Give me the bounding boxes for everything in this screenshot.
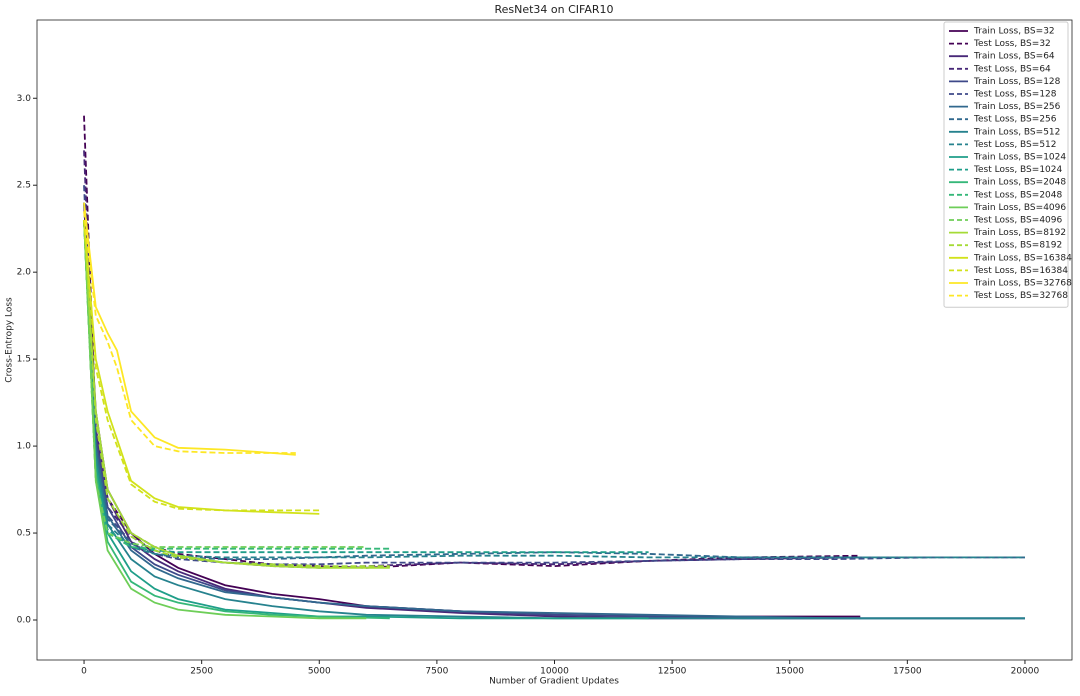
series-line (83, 115, 861, 569)
y-tick-label: 3.0 (17, 94, 32, 104)
x-tick-label: 12500 (658, 667, 687, 677)
series-line (83, 150, 861, 569)
legend-label: Test Loss, BS=32 (973, 39, 1051, 49)
series-line (83, 219, 320, 515)
series-line (83, 219, 1025, 620)
series-line (83, 219, 367, 548)
series-line (83, 219, 320, 512)
legend-label: Train Loss, BS=32768 (973, 279, 1072, 289)
x-tick-label: 5000 (308, 667, 331, 677)
x-tick-label: 7500 (425, 667, 448, 677)
legend-label: Test Loss, BS=8192 (973, 241, 1062, 251)
series-line (83, 219, 649, 620)
y-tick-label: 2.0 (17, 268, 32, 278)
legend-label: Test Loss, BS=32768 (973, 291, 1068, 301)
series-line (83, 211, 296, 454)
legend-label: Train Loss, BS=2048 (973, 178, 1066, 188)
y-tick-label: 0.0 (17, 616, 32, 626)
series-line (83, 185, 1025, 566)
legend-label: Train Loss, BS=4096 (973, 203, 1066, 213)
x-tick-label: 17500 (893, 667, 922, 677)
legend-box (943, 21, 1069, 308)
legend-label: Train Loss, BS=64 (973, 52, 1055, 62)
legend-label: Test Loss, BS=128 (973, 90, 1057, 100)
y-tick-label: 1.5 (17, 355, 31, 365)
legend-label: Train Loss, BS=1024 (973, 153, 1066, 163)
legend-label: Test Loss, BS=16384 (973, 266, 1068, 276)
legend-label: Test Loss, BS=512 (973, 140, 1057, 150)
x-tick-label: 15000 (775, 667, 804, 677)
legend-label: Test Loss, BS=256 (973, 115, 1057, 125)
y-tick-label: 1.0 (17, 442, 32, 452)
series-line (83, 219, 390, 620)
y-tick-label: 0.5 (17, 529, 31, 539)
series-line (83, 219, 1025, 559)
series-line (83, 202, 296, 456)
x-axis-label: Number of Gradient Updates (489, 677, 619, 687)
y-tick-label: 2.5 (17, 181, 31, 191)
series-line (83, 219, 390, 567)
series-line (83, 219, 390, 550)
x-tick-label: 2500 (190, 667, 213, 677)
chart-title: ResNet34 on CIFAR10 (494, 3, 613, 16)
y-axis-label: Cross-Entropy Loss (5, 297, 15, 383)
x-tick-label: 10000 (540, 667, 569, 677)
legend-label: Train Loss, BS=8192 (973, 228, 1066, 238)
legend-label: Train Loss, BS=512 (973, 127, 1060, 137)
series-line (83, 219, 649, 554)
legend-label: Test Loss, BS=64 (973, 64, 1051, 74)
legend-label: Test Loss, BS=1024 (973, 165, 1062, 175)
legend-label: Train Loss, BS=128 (973, 77, 1061, 87)
series-line (83, 219, 367, 620)
legend-label: Train Loss, BS=32 (973, 27, 1055, 37)
series-line (83, 202, 1025, 560)
series-line (83, 219, 390, 569)
legend-label: Train Loss, BS=16384 (973, 253, 1072, 263)
legend-label: Test Loss, BS=2048 (973, 190, 1062, 200)
x-tick-label: 0 (81, 667, 87, 677)
legend-label: Test Loss, BS=4096 (973, 216, 1062, 226)
legend-label: Train Loss, BS=256 (973, 102, 1061, 112)
x-tick-label: 20000 (1011, 667, 1040, 677)
